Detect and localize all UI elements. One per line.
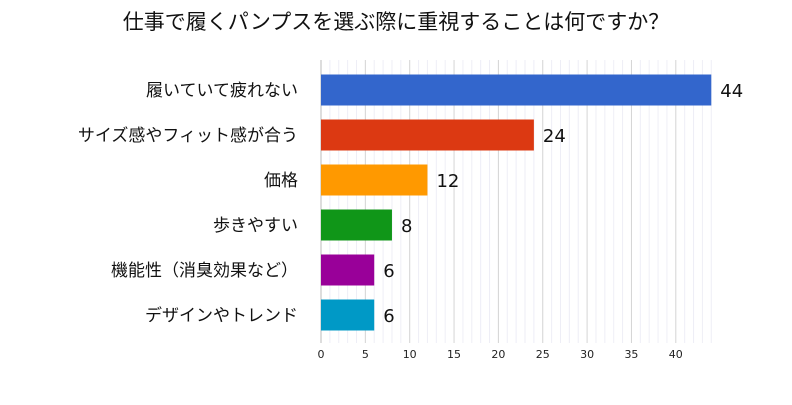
bar bbox=[321, 209, 392, 241]
x-tick-label: 0 bbox=[318, 348, 325, 361]
x-tick-label: 15 bbox=[447, 348, 461, 361]
category-label: 歩きやすい bbox=[213, 216, 298, 236]
x-tick-label: 40 bbox=[669, 348, 683, 361]
x-tick-label: 5 bbox=[362, 348, 369, 361]
bar bbox=[321, 164, 428, 196]
x-tick-label: 30 bbox=[580, 348, 594, 361]
category-label: サイズ感やフィット感が合う bbox=[78, 126, 298, 146]
data-label: 8 bbox=[401, 216, 412, 237]
category-label: 機能性（消臭効果など） bbox=[111, 261, 298, 281]
category-label: 価格 bbox=[264, 171, 298, 191]
bar bbox=[321, 119, 534, 151]
data-label: 24 bbox=[543, 126, 566, 147]
bar bbox=[321, 299, 375, 331]
x-tick-label: 10 bbox=[403, 348, 417, 361]
category-label: デザインやトレンド bbox=[145, 305, 298, 326]
x-tick-label: 25 bbox=[536, 348, 550, 361]
bar bbox=[321, 74, 712, 106]
data-label: 44 bbox=[720, 81, 743, 102]
chart-title: 仕事で履くパンプスを選ぶ際に重視することは何ですか？ bbox=[122, 10, 670, 34]
data-label: 6 bbox=[383, 306, 394, 327]
bar bbox=[321, 254, 375, 286]
x-tick-label: 20 bbox=[491, 348, 505, 361]
category-label: 履いていて疲れない bbox=[146, 81, 298, 101]
data-label: 6 bbox=[383, 261, 394, 282]
x-tick-label: 35 bbox=[624, 348, 638, 361]
data-label: 12 bbox=[436, 171, 459, 192]
